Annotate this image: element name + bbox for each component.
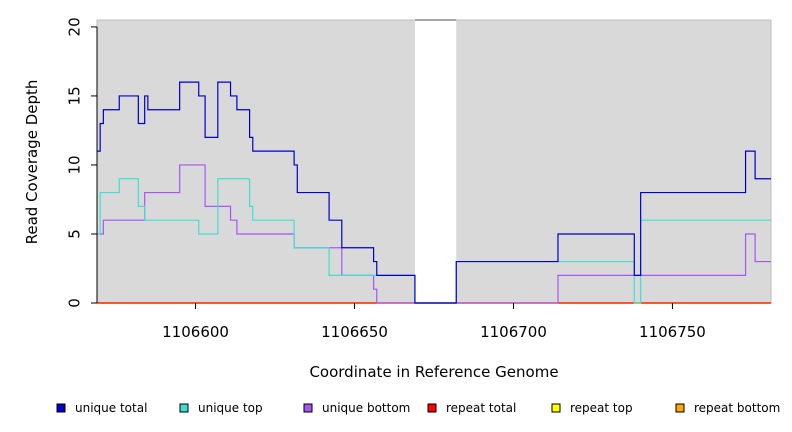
legend-label: repeat top	[570, 401, 633, 415]
x-tick-label: 1106700	[480, 323, 547, 341]
legend-label: unique top	[198, 401, 263, 415]
legend-item-unique-bottom: unique bottom	[303, 401, 410, 415]
legend-label: repeat total	[446, 401, 516, 415]
y-tick-label: 5	[66, 229, 84, 239]
axes-layer: 0 5 10 15 20 1106600 1106650 1106700 1106750	[66, 17, 706, 341]
legend: unique total unique top unique bottom repea…	[56, 401, 780, 415]
y-tick-label: 10	[66, 155, 84, 174]
y-tick-label: 20	[66, 17, 84, 36]
x-tick-label: 1106750	[639, 323, 706, 341]
legend-swatch	[551, 403, 561, 413]
legend-label: repeat bottom	[694, 401, 780, 415]
x-axis-label: Coordinate in Reference Genome	[309, 363, 558, 381]
gap-region	[414, 19, 457, 303]
y-tick-label: 15	[66, 86, 84, 105]
y-axis-label: Read Coverage Depth	[23, 80, 41, 245]
legend-item-unique-total: unique total	[56, 401, 147, 415]
y-tick-label: 0	[66, 298, 84, 308]
series-line-unique-total	[97, 81, 771, 304]
legend-label: unique bottom	[322, 401, 410, 415]
legend-swatch	[56, 403, 66, 413]
series-layer	[97, 81, 771, 304]
x-tick-label: 1106650	[321, 323, 388, 341]
legend-label: unique total	[75, 401, 147, 415]
legend-swatch	[675, 403, 685, 413]
legend-item-unique-top: unique top	[179, 401, 263, 415]
legend-item-repeat-top: repeat top	[551, 401, 633, 415]
legend-swatch	[427, 403, 437, 413]
legend-swatch	[179, 403, 189, 413]
legend-item-repeat-bottom: repeat bottom	[675, 401, 780, 415]
x-tick-label: 1106600	[162, 323, 229, 341]
legend-swatch	[303, 403, 313, 413]
legend-item-repeat-total: repeat total	[427, 401, 516, 415]
